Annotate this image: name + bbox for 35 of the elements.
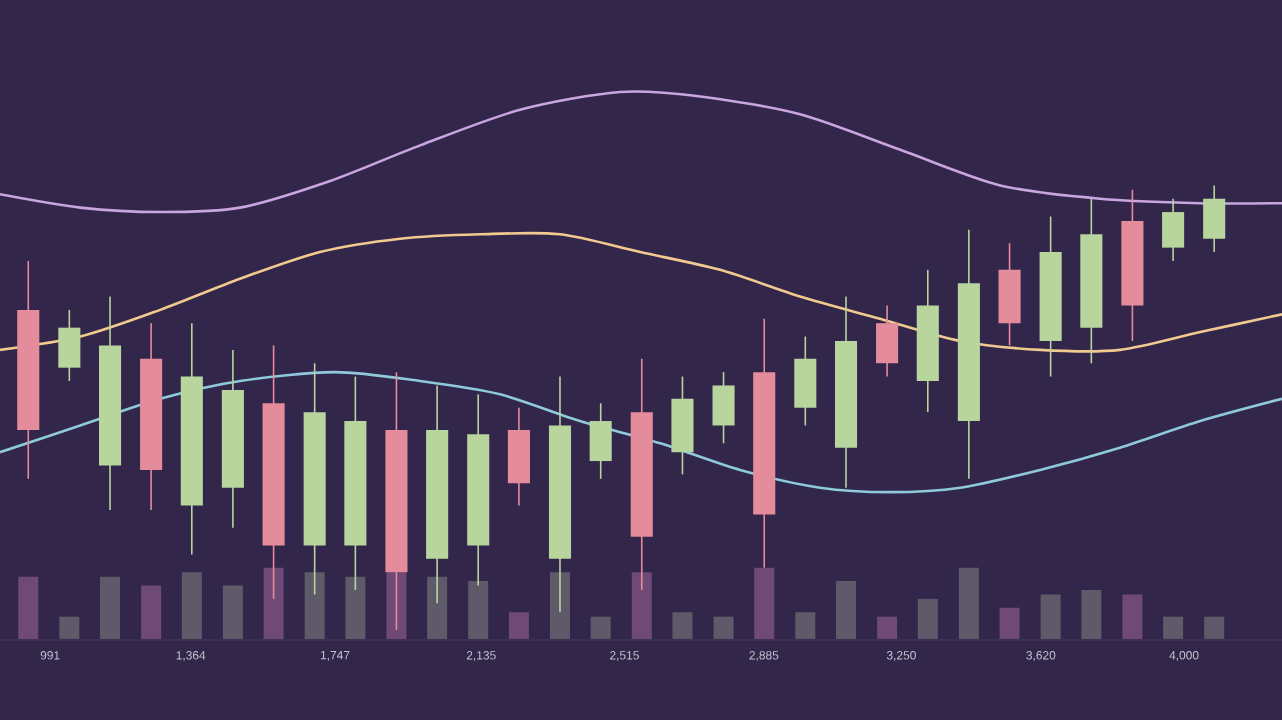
bar (713, 616, 734, 639)
bar (508, 612, 529, 639)
bar (549, 572, 570, 639)
bar (958, 567, 979, 639)
candlestick (712, 371, 735, 445)
bar (1204, 616, 1225, 639)
bar (836, 581, 857, 639)
bar (1163, 616, 1184, 639)
bar (590, 616, 611, 639)
bar (999, 607, 1020, 639)
bar (59, 616, 80, 639)
bar (1040, 594, 1061, 639)
bar (427, 576, 448, 639)
bar (304, 572, 325, 639)
candlestick (589, 402, 612, 480)
bar (754, 567, 775, 639)
candlestick (876, 304, 899, 378)
candlestick (58, 309, 81, 382)
bar (181, 572, 202, 639)
bar (917, 598, 938, 639)
bar (18, 576, 39, 639)
bar (468, 581, 489, 639)
bar (795, 612, 816, 639)
bar (263, 567, 284, 639)
bar (1122, 594, 1143, 639)
candlestick (1203, 184, 1226, 253)
bar (345, 576, 366, 639)
bar (672, 612, 693, 639)
candlestick (1162, 197, 1185, 262)
bar (1081, 589, 1102, 639)
bar (141, 585, 162, 639)
bar (222, 585, 243, 639)
bar (100, 576, 121, 639)
bar (877, 616, 898, 639)
bar (631, 572, 652, 639)
